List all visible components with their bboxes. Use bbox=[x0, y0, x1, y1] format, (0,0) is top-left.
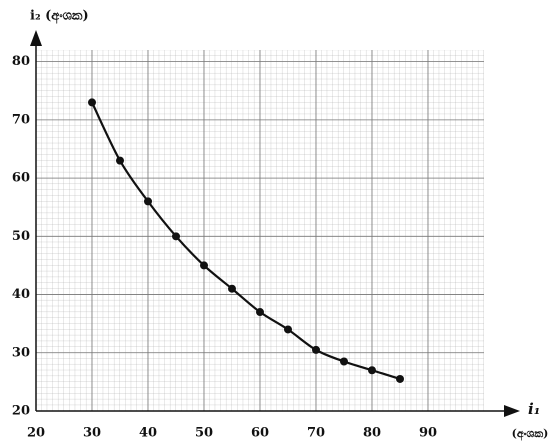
y-tick-label: 50 bbox=[12, 229, 30, 244]
data-point bbox=[312, 345, 320, 354]
data-point bbox=[256, 308, 264, 317]
x-tick-label: 20 bbox=[27, 426, 45, 441]
data-point bbox=[284, 325, 292, 334]
x-tick-label: 30 bbox=[83, 426, 101, 441]
data-point bbox=[116, 156, 124, 165]
y-tick-label: 70 bbox=[12, 112, 30, 127]
x-tick-label: 80 bbox=[363, 426, 381, 441]
data-point bbox=[88, 98, 96, 107]
x-axis-label: i₁ bbox=[528, 400, 540, 418]
data-point bbox=[172, 232, 180, 241]
data-point bbox=[396, 374, 404, 383]
x-tick-label: 90 bbox=[419, 426, 437, 441]
x-tick-label: 70 bbox=[307, 426, 325, 441]
y-arrow bbox=[30, 30, 42, 46]
y-tick-label: 30 bbox=[12, 345, 30, 360]
data-point bbox=[368, 366, 376, 375]
x-tick-label: 40 bbox=[139, 426, 157, 441]
y-tick-label: 80 bbox=[12, 54, 30, 69]
y-tick-label: 40 bbox=[12, 287, 30, 302]
y-axis-label: i₂ (අංශක) bbox=[30, 9, 89, 25]
data-point bbox=[340, 357, 348, 366]
data-point bbox=[200, 261, 208, 270]
data-point bbox=[228, 284, 236, 293]
x-tick-label: 50 bbox=[195, 426, 213, 441]
x-tick-label: 60 bbox=[251, 426, 269, 441]
y-tick-label: 60 bbox=[12, 171, 30, 186]
x-axis-unit: (අංශක) bbox=[512, 427, 549, 441]
data-point bbox=[144, 197, 152, 206]
x-arrow bbox=[504, 405, 520, 417]
y-tick-label: 20 bbox=[12, 404, 30, 419]
